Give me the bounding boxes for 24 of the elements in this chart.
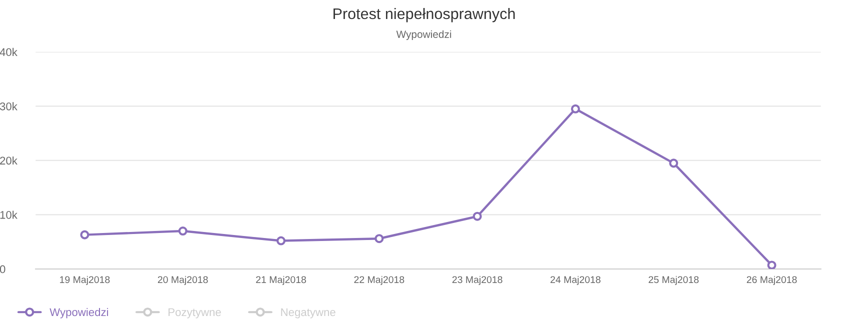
point xyxy=(178,226,188,236)
point xyxy=(276,236,286,246)
x-tick-label: 23 Maj2018 xyxy=(452,276,502,286)
y-tick-label: 40k xyxy=(0,48,18,56)
x-tick-label: 19 Maj2018 xyxy=(60,276,110,286)
point xyxy=(80,230,90,240)
point xyxy=(669,158,678,168)
x-tick-label: 22 Maj2018 xyxy=(354,276,404,286)
x-tick-label: 24 Maj2018 xyxy=(550,276,600,286)
chart-title: Protest niepełnosprawnych xyxy=(334,8,515,22)
y-tick-label: 0 xyxy=(0,265,6,274)
y-tick-label: 30k xyxy=(0,102,18,110)
x-tick-label: 20 Maj2018 xyxy=(158,276,208,286)
x-tick-label: 26 Maj2018 xyxy=(746,276,797,286)
point xyxy=(767,260,776,270)
y-tick-label: 10k xyxy=(0,210,18,219)
point xyxy=(374,234,384,244)
y-tick-label: 20k xyxy=(0,156,18,165)
legend-label: Wypowiedzi xyxy=(50,308,108,318)
point xyxy=(570,104,580,114)
x-tick-label: 21 Maj2018 xyxy=(256,276,306,286)
chart-subtitle: Wypowiedzi xyxy=(396,30,452,40)
point xyxy=(472,212,482,221)
x-tick-label: 25 Maj2018 xyxy=(648,276,699,286)
